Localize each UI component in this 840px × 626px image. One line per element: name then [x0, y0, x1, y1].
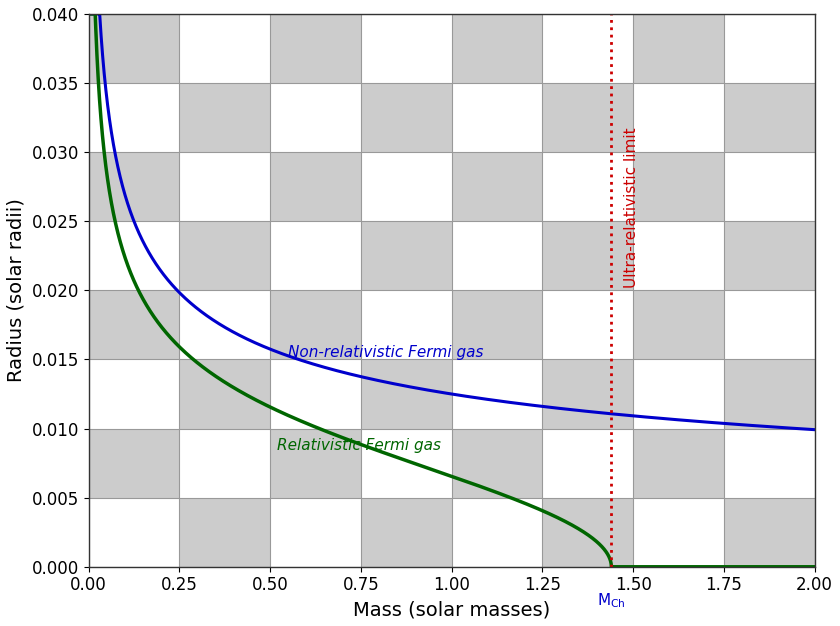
Bar [452, 14, 543, 83]
Bar [633, 359, 724, 429]
Bar [633, 83, 724, 152]
Bar [724, 359, 815, 429]
Bar [633, 429, 724, 498]
Bar [270, 290, 361, 359]
Bar [180, 152, 270, 221]
Bar [452, 290, 543, 359]
Bar [180, 290, 270, 359]
Bar [633, 498, 724, 567]
Bar [724, 221, 815, 290]
Bar [361, 152, 452, 221]
Bar [543, 221, 633, 290]
Bar [361, 290, 452, 359]
Bar [633, 290, 724, 359]
Bar [452, 221, 543, 290]
Bar [361, 221, 452, 290]
Bar [633, 14, 724, 83]
Bar [88, 152, 180, 221]
Bar [270, 359, 361, 429]
Bar [452, 429, 543, 498]
Bar [543, 359, 633, 429]
Bar [270, 83, 361, 152]
Bar [361, 429, 452, 498]
Bar [88, 359, 180, 429]
Bar [724, 152, 815, 221]
Bar [270, 498, 361, 567]
Bar [361, 359, 452, 429]
Bar [543, 83, 633, 152]
Bar [543, 429, 633, 498]
Bar [88, 221, 180, 290]
Y-axis label: Radius (solar radii): Radius (solar radii) [7, 198, 26, 382]
Bar [361, 498, 452, 567]
Bar [270, 152, 361, 221]
Bar [543, 152, 633, 221]
Bar [361, 14, 452, 83]
Bar [180, 498, 270, 567]
Bar [180, 221, 270, 290]
Text: Non-relativistic Fermi gas: Non-relativistic Fermi gas [288, 345, 484, 360]
Bar [88, 14, 180, 83]
Bar [180, 359, 270, 429]
Bar [543, 290, 633, 359]
Bar [270, 14, 361, 83]
Bar [452, 152, 543, 221]
Bar [180, 429, 270, 498]
Bar [270, 221, 361, 290]
Bar [452, 83, 543, 152]
Bar [270, 429, 361, 498]
Bar [88, 498, 180, 567]
Bar [452, 498, 543, 567]
Bar [88, 83, 180, 152]
X-axis label: Mass (solar masses): Mass (solar masses) [353, 600, 550, 619]
Bar [543, 14, 633, 83]
Bar [724, 290, 815, 359]
Bar [452, 359, 543, 429]
Bar [361, 83, 452, 152]
Text: M$_\mathregular{Ch}$: M$_\mathregular{Ch}$ [597, 592, 626, 610]
Bar [633, 152, 724, 221]
Bar [724, 83, 815, 152]
Bar [633, 221, 724, 290]
Text: Relativistic Fermi gas: Relativistic Fermi gas [277, 438, 441, 453]
Text: Ultra-relativistic limit: Ultra-relativistic limit [624, 127, 639, 288]
Bar [88, 290, 180, 359]
Bar [543, 498, 633, 567]
Bar [180, 83, 270, 152]
Bar [724, 498, 815, 567]
Bar [180, 14, 270, 83]
Bar [88, 429, 180, 498]
Bar [724, 14, 815, 83]
Bar [724, 429, 815, 498]
